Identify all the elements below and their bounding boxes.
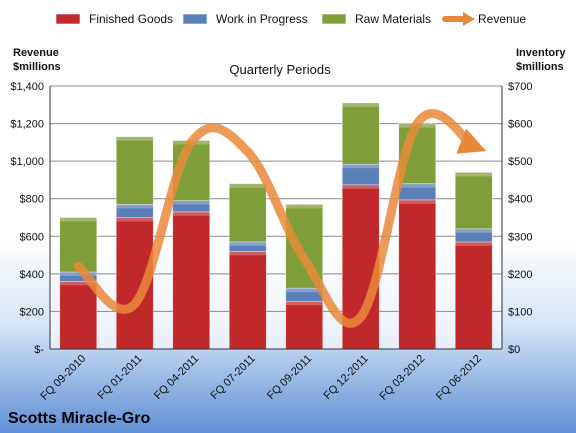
revenue-point [190,141,193,144]
right-axis-title-line1: Inventory [516,47,566,59]
legend: Finished Goods Work in Progress Raw Materi… [55,12,526,26]
right-axis-tick-label: $500 [508,156,532,168]
revenue-point [77,265,80,268]
left-axis-tick-label: $600 [20,231,44,243]
right-axis-tick-label: $100 [508,306,532,318]
bar-segment-highlight [342,164,380,169]
legend-swatch [321,13,347,25]
revenue-point [359,316,362,319]
legend-label: Work in Progress [216,12,308,26]
bar-segment [172,211,211,350]
bar-segment-highlight [116,217,154,222]
left-axis-tick-label: $- [34,344,44,356]
right-axis-tick-label: $700 [508,81,532,93]
legend-label: Revenue [478,12,526,26]
bar-segment-highlight [285,288,323,293]
left-axis-tick-label: $1,200 [10,119,44,131]
legend-label: Raw Materials [355,12,431,26]
bar-segment [341,102,380,165]
right-axis-tick-label: $400 [508,194,532,206]
right-axis-title-line2: $millions [516,61,564,73]
bar-segment [115,136,154,205]
revenue-point [246,150,249,153]
bar-segment-highlight [59,217,97,222]
revenue-line-layer [73,109,487,328]
left-axis-title-line1: Revenue [13,47,59,59]
left-axis-tick-label: $1,400 [10,81,44,93]
bar-segment [454,241,493,350]
bar-segment [454,172,493,230]
bar-segment-highlight [229,251,267,256]
left-axis-title-line2: $millions [13,61,61,73]
bar-segment [398,199,437,350]
company-name: Scotts Miracle-Gro [8,410,150,427]
right-axis-tick-label: $300 [508,231,532,243]
bar-segment-highlight [342,184,380,189]
bar-segment-highlight [398,199,436,204]
left-axis-tick-label: $1,000 [10,156,44,168]
legend-arrowhead [463,12,475,26]
legend-swatch [55,13,81,25]
bar-segment-highlight [59,271,97,276]
bar-segment-highlight [342,102,380,107]
legend-swatch [182,13,208,25]
revenue-point [303,257,306,260]
bar-segment-highlight [398,183,436,188]
bar-segment-highlight [116,136,154,141]
bar-segment [115,217,154,350]
revenue-point [472,145,475,148]
bar-segment-highlight [229,183,267,188]
right-axis-tick-label: $200 [508,269,532,281]
bar-segment-highlight [455,241,493,246]
revenue-point [133,302,136,305]
revenue-point [416,122,419,125]
bar-segment-highlight [116,204,154,209]
bar-segment-highlight [172,211,210,216]
bar-segment-highlight [455,228,493,233]
bar-segment-highlight [285,204,323,209]
left-axis-tick-label: $400 [20,269,44,281]
chart-subtitle: Quarterly Periods [229,62,331,77]
bar-segment-highlight [455,172,493,177]
revenue-line [73,109,487,328]
bar-segment [228,183,267,243]
bar-segment-highlight [285,301,323,306]
right-axis-tick-label: $600 [508,119,532,131]
left-axis-tick-label: $200 [20,306,44,318]
bar-segment [228,250,267,350]
bar-segment-highlight [59,281,97,286]
bar-segment-highlight [172,200,210,205]
legend-label: Finished Goods [89,12,173,26]
bar-segment-highlight [229,241,267,246]
bar-segment [285,300,324,350]
bar-segment [59,281,98,350]
right-axis-tick-label: $0 [508,344,520,356]
bars-layer [59,102,493,350]
left-axis-tick-label: $800 [20,194,44,206]
